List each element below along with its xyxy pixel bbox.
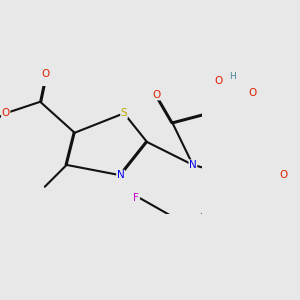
Text: O: O <box>248 88 257 98</box>
Text: O: O <box>280 170 288 180</box>
Text: O: O <box>42 69 50 79</box>
Text: H: H <box>230 72 236 81</box>
Text: O: O <box>2 108 10 118</box>
Text: O: O <box>152 90 160 100</box>
Text: O: O <box>214 76 222 86</box>
Text: N: N <box>189 160 197 170</box>
Text: F: F <box>134 193 139 203</box>
Text: S: S <box>121 108 127 118</box>
Text: N: N <box>117 170 124 180</box>
